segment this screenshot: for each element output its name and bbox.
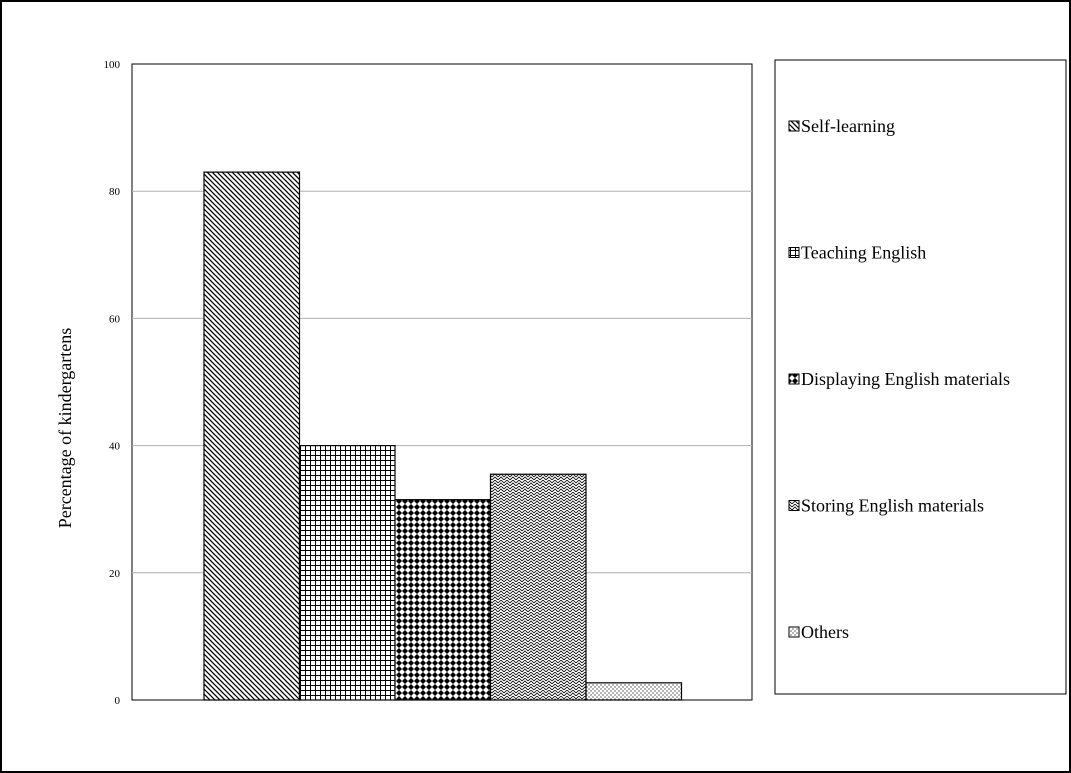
legend-swatch xyxy=(788,120,800,132)
legend-label: Storing English materials xyxy=(801,496,984,516)
legend-swatch xyxy=(788,626,800,638)
legend-box xyxy=(774,59,1067,695)
y-tick-label: 0 xyxy=(115,695,121,707)
y-tick-label: 80 xyxy=(109,186,121,198)
y-axis-ticks: 0 20 40 60 80 100 xyxy=(104,59,121,707)
y-tick-label: 20 xyxy=(109,568,121,580)
bar xyxy=(298,445,396,701)
bar xyxy=(585,682,683,701)
bar xyxy=(203,171,301,701)
y-tick-label: 60 xyxy=(109,313,121,325)
bar xyxy=(394,499,492,701)
legend: Self-learning Teaching English Displaying … xyxy=(788,116,1010,642)
legend-label: Displaying English materials xyxy=(801,369,1010,389)
legend-label: Self-learning xyxy=(801,116,895,136)
legend-swatch xyxy=(788,373,800,385)
y-tick-label: 40 xyxy=(109,441,121,453)
legend-label: Teaching English xyxy=(801,243,926,263)
bar xyxy=(489,473,587,701)
bars xyxy=(203,171,683,701)
legend-swatch xyxy=(788,500,800,511)
y-tick-label: 100 xyxy=(104,59,121,71)
legend-label: Others xyxy=(801,622,849,642)
y-axis-title: Percentage of kindergartens xyxy=(55,328,75,529)
legend-swatch xyxy=(788,247,800,258)
